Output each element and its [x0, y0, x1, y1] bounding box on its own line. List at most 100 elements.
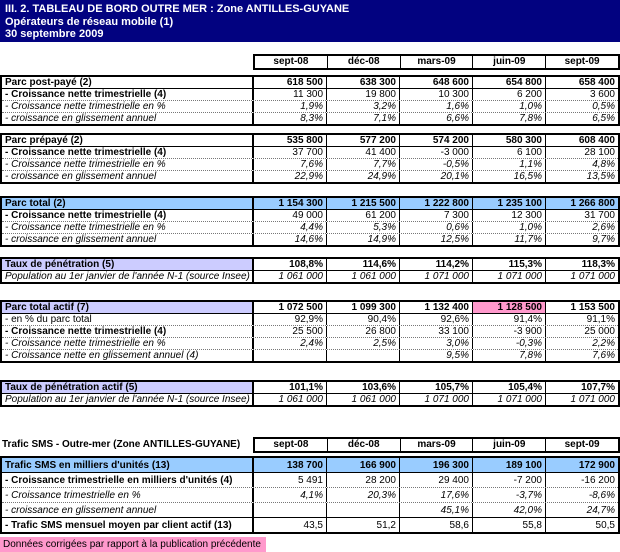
row-label: Parc post-payé (2) — [2, 77, 254, 88]
table-row: Taux de pénétration (5) 108,8% 114,6% 114,2… — [2, 259, 618, 270]
value-cell — [327, 503, 400, 517]
row-label: - Croissance nette trimestrielle en % — [2, 159, 254, 170]
value-cell: -7 200 — [473, 473, 546, 487]
row-label: - croissance en glissement annuel — [2, 171, 254, 182]
value-cell: 5,3% — [327, 222, 400, 233]
value-cell: 13,5% — [586, 171, 615, 182]
column-header: déc-08 — [328, 439, 401, 451]
table-row: - Croissance trimestrielle en % 4,1% 20,3%… — [2, 487, 618, 502]
table-row: - croissance en glissement annuel 22,9% 24… — [2, 170, 618, 182]
value-cell: 19 800 — [327, 89, 400, 100]
value-cell: 12,5% — [400, 234, 473, 245]
value-cell: 33 100 — [400, 326, 473, 337]
row-label: Parc total actif (7) — [2, 302, 254, 313]
value-cell: 1 071 000 — [400, 271, 473, 282]
table-trafic-sms: Trafic SMS en milliers d'unités (13) 138 … — [0, 456, 620, 534]
table-row: Parc prépayé (2) 535 800 577 200 574 200 580… — [2, 135, 618, 146]
value-cell: 90,4% — [327, 314, 400, 325]
value-cell: 7,1% — [327, 113, 400, 124]
value-cell: 29 400 — [400, 473, 473, 487]
value-cell: 1 071 000 — [570, 394, 616, 405]
value-cell: 1 099 300 — [327, 302, 400, 313]
row-label: - Croissance nette trimestrielle en % — [2, 222, 254, 233]
row-label: - en % du parc total — [2, 314, 254, 325]
column-header: mars-09 — [401, 439, 474, 451]
value-cell: 7,6% — [254, 159, 327, 170]
table-row: Parc total (2) 1 154 300 1 215 500 1 222 80… — [2, 198, 618, 209]
table-row: - Croissance nette trimestrielle (4) 49 0… — [2, 209, 618, 221]
table-row: Population au 1er janvier de l'année N-1… — [2, 270, 618, 282]
table-row: - Croissance nette trimestrielle (4) 25 5… — [2, 325, 618, 337]
value-cell: 7,8% — [473, 113, 546, 124]
column-header: juin-09 — [473, 439, 547, 451]
value-cell: 580 300 — [473, 135, 546, 146]
value-cell: 1,9% — [254, 101, 327, 112]
row-label: - Croissance nette en glissement annuel … — [2, 350, 254, 361]
value-cell: -0,5% — [400, 159, 473, 170]
value-cell: 101,1% — [254, 382, 327, 393]
value-cell: 1 071 000 — [570, 271, 616, 282]
value-cell: 6 200 — [473, 89, 546, 100]
table-row: - en % du parc total 92,9% 90,4% 92,6% 91,4%… — [2, 313, 618, 325]
value-cell: 658 400 — [578, 77, 615, 88]
value-cell: 25 000 — [584, 326, 615, 337]
row-label: - croissance en glissement annuel — [2, 234, 254, 245]
value-cell: 608 400 — [578, 135, 615, 146]
row-label: - Croissance nette trimestrielle en % — [2, 101, 254, 112]
value-cell — [254, 350, 327, 361]
value-cell: 189 100 — [473, 458, 546, 472]
value-cell: 1,0% — [473, 222, 546, 233]
value-cell: 1 128 500 — [473, 302, 546, 313]
value-cell: 24,9% — [327, 171, 400, 182]
value-cell: 114,2% — [400, 259, 473, 270]
column-header: sept-08 — [255, 439, 328, 451]
row-label: - Croissance nette trimestrielle (4) — [2, 326, 254, 337]
value-cell: 43,5 — [254, 518, 327, 532]
column-header: juin-09 — [473, 56, 547, 68]
row-label: Parc prépayé (2) — [2, 135, 254, 146]
value-cell: 91,4% — [473, 314, 546, 325]
value-cell: 31 700 — [584, 210, 615, 221]
table-row: Parc total actif (7) 1 072 500 1 099 300 1 … — [2, 302, 618, 313]
value-cell: 20,3% — [327, 488, 400, 502]
row-label: Population au 1er janvier de l'année N-1… — [2, 271, 254, 282]
table-row: - Croissance nette en glissement annuel … — [2, 349, 618, 361]
value-cell: 14,6% — [254, 234, 327, 245]
value-cell: 42,0% — [473, 503, 546, 517]
table-parc-total-actif: Parc total actif (7) 1 072 500 1 099 300 1 … — [0, 300, 620, 363]
row-label: Population au 1er janvier de l'année N-1… — [2, 394, 254, 405]
sms-period-header-row: sept-08 déc-08 mars-09 juin-09 sept-09 — [253, 437, 620, 453]
value-cell: 114,6% — [327, 259, 400, 270]
table-row: - Croissance nette trimestrielle (4) 11 3… — [2, 88, 618, 100]
value-cell: 1 154 300 — [254, 198, 327, 209]
row-label: Trafic SMS en milliers d'unités (13) — [2, 458, 254, 472]
table-row: - Croissance nette trimestrielle en % 2,4… — [2, 337, 618, 349]
table-parc-post-paye: Parc post-payé (2) 618 500 638 300 648 600 6… — [0, 75, 620, 126]
row-label: Taux de pénétration actif (5) — [2, 382, 254, 393]
value-cell: 2,2% — [592, 338, 615, 349]
value-cell: 1,6% — [400, 101, 473, 112]
value-cell: 9,7% — [592, 234, 615, 245]
row-label: - Croissance nette trimestrielle en % — [2, 338, 254, 349]
value-cell: 10 300 — [400, 89, 473, 100]
value-cell: 103,6% — [327, 382, 400, 393]
row-label: - croissance en glissement annuel — [2, 113, 254, 124]
value-cell — [327, 350, 400, 361]
value-cell: -3 900 — [473, 326, 546, 337]
value-cell: 172 900 — [578, 459, 615, 471]
report-title: III. 2. TABLEAU DE BORD OUTRE MER : Zone… — [5, 3, 350, 15]
sms-section-header: Trafic SMS - Outre-mer (Zone ANTILLES-GU… — [0, 437, 620, 453]
row-label: - croissance en glissement annuel — [2, 503, 254, 517]
value-cell: 17,6% — [400, 488, 473, 502]
value-cell: 1 235 100 — [473, 198, 546, 209]
table-row: Parc post-payé (2) 618 500 638 300 648 600 6… — [2, 77, 618, 88]
value-cell: 654 800 — [473, 77, 546, 88]
table-parc-total: Parc total (2) 1 154 300 1 215 500 1 222 80… — [0, 196, 620, 247]
value-cell: 105,4% — [473, 382, 546, 393]
value-cell: 1 071 000 — [473, 271, 546, 282]
period-header-row: sept-08 déc-08 mars-09 juin-09 sept-09 — [253, 54, 620, 70]
value-cell: 3,2% — [327, 101, 400, 112]
value-cell: 16,5% — [473, 171, 546, 182]
correction-note: Données corrigées par rapport à la publi… — [0, 537, 266, 552]
